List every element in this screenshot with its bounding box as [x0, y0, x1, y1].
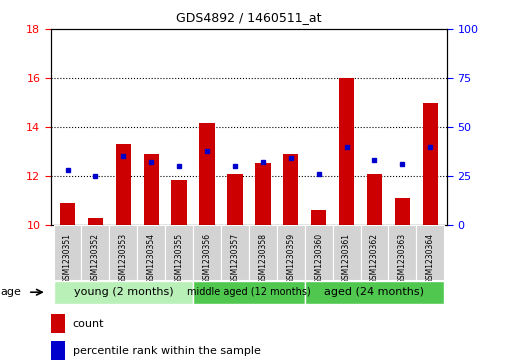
Bar [137, 225, 165, 280]
Text: GSM1230363: GSM1230363 [398, 233, 407, 284]
Bar [305, 281, 444, 303]
Bar [395, 198, 410, 225]
Text: percentile rank within the sample: percentile rank within the sample [73, 346, 261, 356]
Bar [51, 341, 65, 360]
Text: GSM1230361: GSM1230361 [342, 233, 351, 284]
Bar [51, 314, 65, 333]
Bar [305, 225, 333, 280]
Bar [333, 225, 361, 280]
Bar [221, 225, 249, 280]
Bar [144, 154, 159, 225]
Bar [60, 203, 75, 225]
Bar [361, 225, 389, 280]
Bar [88, 218, 103, 225]
Text: GSM1230353: GSM1230353 [119, 233, 128, 284]
Text: aged (24 months): aged (24 months) [325, 287, 425, 297]
Bar [283, 154, 299, 225]
Bar [249, 225, 277, 280]
Bar [389, 225, 417, 280]
Bar [53, 281, 193, 303]
Bar [277, 225, 305, 280]
Text: GSM1230362: GSM1230362 [370, 233, 379, 284]
Text: GDS4892 / 1460511_at: GDS4892 / 1460511_at [176, 11, 322, 24]
Bar [227, 174, 243, 225]
Bar [255, 163, 271, 225]
Bar [423, 102, 438, 225]
Text: GSM1230364: GSM1230364 [426, 233, 435, 284]
Text: age: age [0, 287, 21, 297]
Bar [417, 225, 444, 280]
Text: count: count [73, 318, 104, 329]
Bar [109, 225, 137, 280]
Text: young (2 months): young (2 months) [74, 287, 173, 297]
Bar [311, 211, 326, 225]
Text: GSM1230359: GSM1230359 [287, 233, 295, 284]
Text: GSM1230358: GSM1230358 [259, 233, 267, 284]
Text: GSM1230354: GSM1230354 [147, 233, 156, 284]
Text: GSM1230351: GSM1230351 [63, 233, 72, 284]
Bar [165, 225, 193, 280]
Bar [193, 281, 305, 303]
Text: GSM1230356: GSM1230356 [203, 233, 211, 284]
Text: GSM1230352: GSM1230352 [91, 233, 100, 284]
Bar [199, 123, 215, 225]
Bar [116, 144, 131, 225]
Bar [339, 78, 354, 225]
Text: GSM1230355: GSM1230355 [175, 233, 184, 284]
Text: GSM1230357: GSM1230357 [231, 233, 239, 284]
Bar [81, 225, 109, 280]
Text: middle aged (12 months): middle aged (12 months) [187, 287, 311, 297]
Bar [193, 225, 221, 280]
Bar [367, 174, 382, 225]
Bar [53, 225, 81, 280]
Text: GSM1230360: GSM1230360 [314, 233, 323, 284]
Bar [172, 180, 187, 225]
